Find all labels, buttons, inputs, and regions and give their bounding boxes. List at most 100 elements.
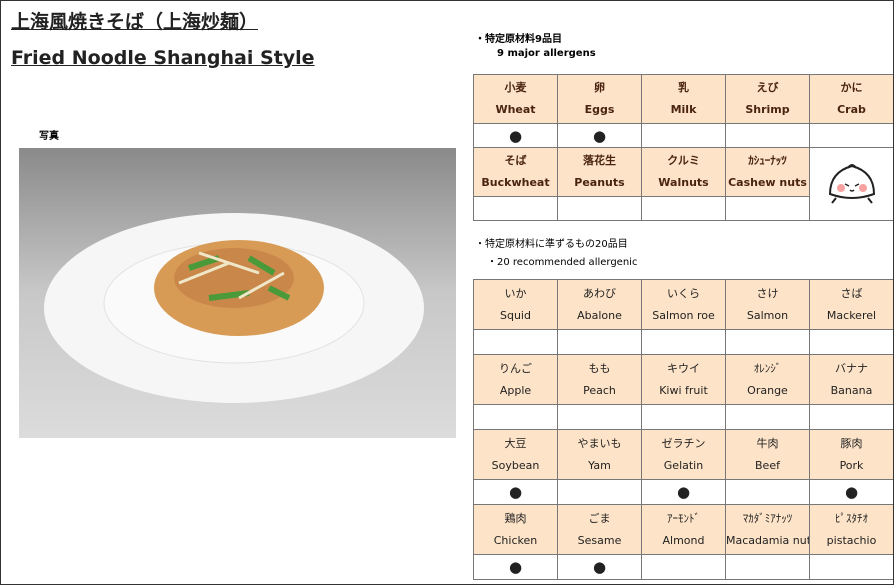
- allergen-cell: かに Crab: [809, 74, 893, 124]
- allergen-jp: 鶏肉: [504, 511, 527, 525]
- mark-cell: [473, 404, 558, 430]
- allergen-en: Abalone: [577, 308, 622, 322]
- mascot-cell: [809, 147, 893, 221]
- allergen-en: Kiwi fruit: [659, 383, 708, 397]
- mark-cell: ●: [473, 554, 558, 580]
- allergen-en: Walnuts: [658, 176, 709, 189]
- allergen-jp: 豚肉: [840, 436, 863, 450]
- allergen-cell: ﾋﾟｽﾀﾁｵ pistachio: [809, 504, 893, 555]
- mark-cell: [641, 554, 726, 580]
- allergen-jp: キウイ: [667, 361, 700, 375]
- allergen-en: Banana: [830, 383, 873, 397]
- allergen-cell: 落花生 Peanuts: [557, 147, 642, 197]
- allergen-jp: かに: [840, 81, 863, 94]
- mark-cell: ●: [557, 554, 642, 580]
- allergen-jp: さば: [840, 286, 863, 300]
- allergen-en: Gelatin: [663, 458, 704, 472]
- mark-row: [473, 196, 894, 221]
- allergen-cell: クルミ Walnuts: [641, 147, 726, 197]
- allergen-jp: あわび: [583, 286, 616, 300]
- mascot: [828, 163, 875, 204]
- mark-row: [473, 329, 893, 355]
- header-row: 鶏肉 Chicken ごま Sesame ｱｰﾓﾝﾄﾞ Almond ﾏｶﾀﾞﾐｱﾅｯﾂ Ma…: [473, 504, 893, 555]
- mark-cell: [725, 554, 810, 580]
- mark-cell: [473, 329, 558, 355]
- allergen-cell: 豚肉 Pork: [809, 429, 893, 480]
- allergen-cell: 大豆 Soybean: [473, 429, 558, 480]
- mark-cell: [725, 123, 810, 148]
- mark-cell: [725, 479, 810, 505]
- allergen-cell: りんご Apple: [473, 354, 558, 405]
- allergen-en: Yam: [588, 458, 611, 472]
- allergen-cell: 牛肉 Beef: [725, 429, 810, 480]
- allergen-cell: キウイ Kiwi fruit: [641, 354, 726, 405]
- allergen-en: Sesame: [577, 533, 622, 547]
- allergen-en: Chicken: [493, 533, 538, 547]
- header-row: りんご Apple もも Peach キウイ Kiwi fruit ｵﾚﾝｼﾞ Orange バ…: [473, 354, 893, 405]
- allergen-jp: そば: [504, 154, 527, 167]
- allergen-jp: やまいも: [577, 436, 622, 450]
- mark-cell: ●: [641, 479, 726, 505]
- allergen-en: Macadamia nut: [726, 533, 810, 547]
- allergen-jp: もも: [588, 361, 611, 375]
- allergen-cell: 卵 Eggs: [557, 74, 642, 124]
- mark-cell: [641, 329, 726, 355]
- allergen-en: Cashew nuts: [728, 176, 807, 189]
- allergen-en: pistachio: [826, 533, 877, 547]
- allergen-en: Milk: [670, 103, 697, 116]
- allergen-jp: えび: [756, 81, 779, 94]
- photo-label: 写真: [39, 131, 59, 142]
- allergen-jp: りんご: [499, 361, 532, 375]
- allergen-cell: えび Shrimp: [725, 74, 810, 124]
- header-row: 大豆 Soybean やまいも Yam ゼラチン Gelatin 牛肉 Beef 豚肉 Pork: [473, 429, 893, 480]
- allergen-en: Shrimp: [745, 103, 790, 116]
- mark-cell: [473, 196, 558, 221]
- mark-cell: [725, 196, 810, 221]
- allergen-jp: ごま: [588, 511, 611, 525]
- allergen-jp: 牛肉: [756, 436, 779, 450]
- allergen-jp: いくら: [667, 286, 700, 300]
- allergen-jp: ｱｰﾓﾝﾄﾞ: [667, 511, 700, 525]
- allergen-en: Beef: [755, 458, 780, 472]
- allergen-jp: 大豆: [504, 436, 527, 450]
- mark-cell: [557, 479, 642, 505]
- allergen-cell: やまいも Yam: [557, 429, 642, 480]
- allergen-jp: 卵: [594, 81, 605, 94]
- allergen-en: Crab: [837, 103, 866, 116]
- allergen-cell: ｱｰﾓﾝﾄﾞ Almond: [641, 504, 726, 555]
- mark-cell: ●: [557, 123, 642, 148]
- recommended-subheading: ・20 recommended allergenic: [487, 257, 638, 268]
- allergen-en: Salmon roe: [652, 308, 715, 322]
- allergen-jp: バナナ: [835, 361, 868, 375]
- allergen-cell: もも Peach: [557, 354, 642, 405]
- mark-cell: [557, 404, 642, 430]
- allergen-cell: ごま Sesame: [557, 504, 642, 555]
- allergen-jp: 小麦: [504, 81, 527, 94]
- allergen-cell: 乳 Milk: [641, 74, 726, 124]
- mark-cell: [809, 404, 893, 430]
- mark-cell: [809, 123, 893, 148]
- mark-cell: [809, 329, 893, 355]
- allergen-cell: 小麦 Wheat: [473, 74, 558, 124]
- allergen-en: Mackerel: [826, 308, 877, 322]
- mark-cell: ●: [473, 479, 558, 505]
- allergen-cell: ｵﾚﾝｼﾞ Orange: [725, 354, 810, 405]
- mark-cell: ●: [809, 479, 893, 505]
- mark-row: ● ●: [473, 554, 893, 580]
- mark-row: [473, 404, 893, 430]
- mark-cell: [557, 329, 642, 355]
- mark-row: ● ●: [473, 123, 893, 148]
- allergen-en: Buckwheat: [481, 176, 550, 189]
- recommended-table: いか Squid あわび Abalone いくら Salmon roe さけ Salmon さば…: [473, 279, 893, 580]
- mark-cell: [641, 404, 726, 430]
- header-row: そば Buckwheat 落花生 Peanuts クルミ Walnuts ｶｼｭｰﾅｯﾂ Ca…: [473, 147, 893, 221]
- allergen-cell: そば Buckwheat: [473, 147, 558, 197]
- header-row: 小麦 Wheat 卵 Eggs 乳 Milk えび Shrimp かに Crab: [473, 74, 893, 124]
- mark-cell: [641, 123, 726, 148]
- mark-row: ● ● ●: [473, 479, 893, 505]
- photo: [19, 148, 456, 438]
- major-subheading: 9 major allergens: [497, 48, 596, 59]
- allergen-cell: あわび Abalone: [557, 279, 642, 330]
- allergen-jp: クルミ: [667, 154, 700, 167]
- allergen-cell: いくら Salmon roe: [641, 279, 726, 330]
